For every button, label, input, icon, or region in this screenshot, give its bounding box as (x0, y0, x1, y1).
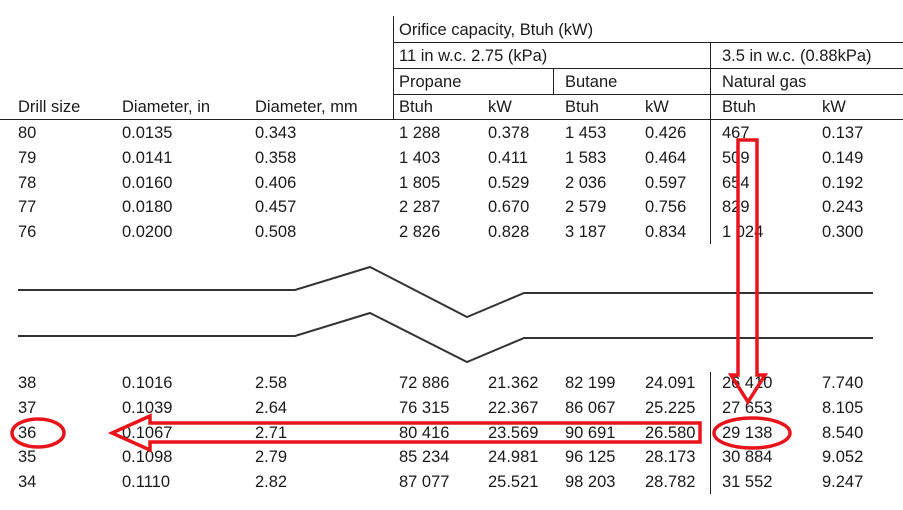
left-arrow-annotation (112, 416, 700, 450)
break-line-lower (18, 313, 873, 362)
down-arrow-annotation (731, 140, 765, 402)
btuh-value-circle-annotation (714, 418, 790, 448)
drill-size-circle-annotation (12, 419, 64, 447)
break-line-upper (18, 267, 873, 317)
